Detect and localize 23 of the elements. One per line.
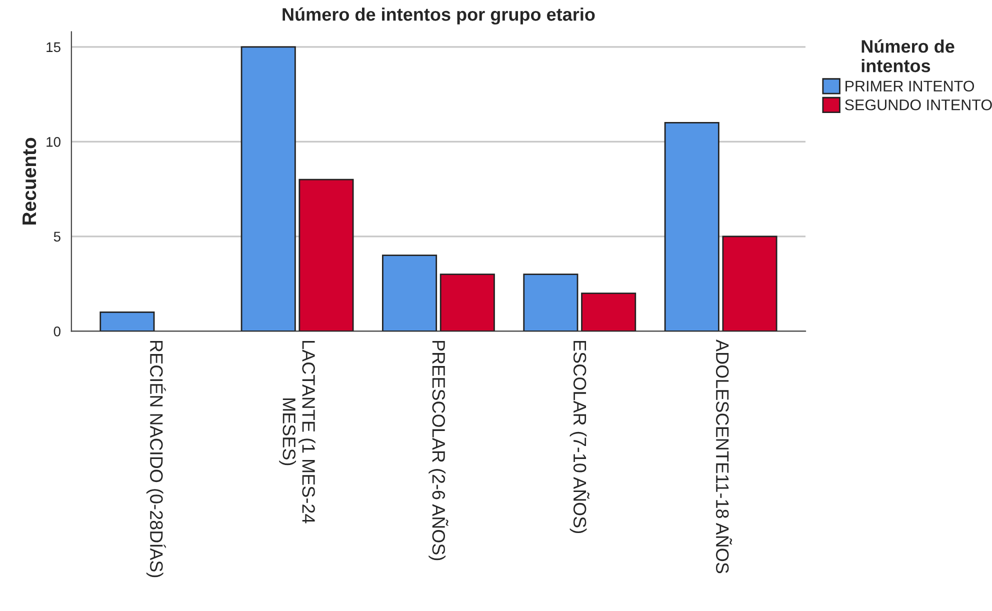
bar [440, 274, 495, 332]
legend-label: PRIMER INTENTO [846, 80, 974, 92]
y-tick-label: 15 [46, 42, 60, 52]
y-tick-label: 5 [54, 232, 60, 242]
legend-title: Número de intentos [862, 39, 954, 72]
bar [664, 122, 720, 332]
bar [722, 236, 778, 332]
bar [298, 178, 354, 332]
bar [240, 46, 296, 332]
x-tick-label: ESCOLAR (7-10 AÑOS) [570, 340, 590, 534]
y-tick-label: 0 [54, 326, 60, 336]
bar [523, 274, 578, 332]
x-tick-label: PREESCOLAR (2-6 AÑOS) [428, 340, 448, 560]
chart-title: Número de intentos por grupo etario [282, 7, 595, 24]
bar [581, 292, 636, 332]
bar [100, 312, 155, 332]
y-axis-title: Recuento [22, 138, 36, 224]
bar [382, 254, 438, 332]
y-tick-label: 10 [46, 137, 60, 147]
x-tick-label: ADOLESCENTE11-18 AÑOS [716, 340, 732, 574]
x-tick-label: LACTANTE (1 MES-24 MESES) [279, 340, 316, 524]
x-tick-label: RECIÉN NACIDO (0-28DÍAS) [146, 340, 166, 578]
legend-label: SEGUNDO INTENTO [845, 99, 992, 110]
